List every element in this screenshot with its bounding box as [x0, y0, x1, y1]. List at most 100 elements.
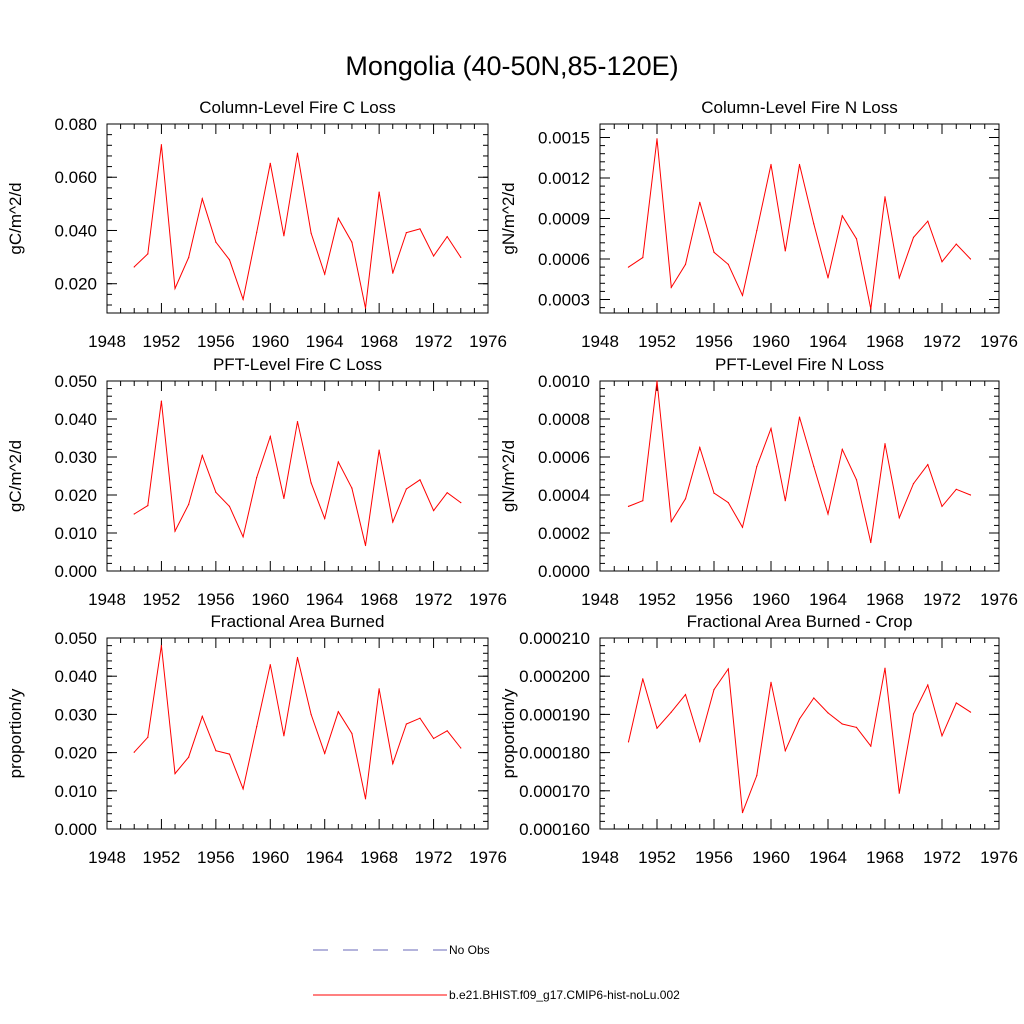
y-tick-label: 0.020 [54, 486, 97, 505]
panel-fractional-area-burned-crop: Fractional Area Burned - Crop proportion/… [499, 612, 1018, 867]
data-point [841, 723, 843, 725]
data-point [392, 521, 394, 523]
data-point [405, 232, 407, 234]
data-point [269, 162, 271, 164]
y-tick-label: 0.000200 [519, 667, 590, 686]
x-tick-label: 1968 [360, 332, 398, 351]
y-tick-label: 0.060 [54, 168, 97, 187]
x-tick-label: 1956 [197, 848, 235, 867]
data-point [670, 521, 672, 523]
x-tick-label: 1960 [752, 590, 790, 609]
data-point [228, 259, 231, 261]
data-point [256, 231, 258, 233]
data-point [912, 236, 915, 238]
y-tick-label: 0.030 [54, 448, 97, 467]
data-point [627, 266, 630, 268]
data-point [242, 536, 244, 538]
data-point [927, 684, 929, 686]
data-point [770, 163, 772, 166]
figure-title: Mongolia (40-50N,85-120E) [345, 51, 678, 81]
data-point [813, 223, 815, 225]
data-point [283, 735, 285, 737]
data-point [912, 713, 915, 715]
x-tick-label: 1972 [923, 848, 961, 867]
data-point [446, 236, 448, 238]
data-point [188, 257, 190, 259]
x-tick-label: 1976 [469, 848, 507, 867]
x-tick-label: 1976 [469, 332, 507, 351]
panel-title: Fractional Area Burned [211, 612, 385, 631]
data-point [969, 494, 972, 496]
x-tick-label: 1952 [638, 590, 676, 609]
data-point [927, 220, 929, 222]
data-point [870, 308, 872, 310]
y-tick-label: 0.000210 [519, 629, 590, 648]
x-tick-label: 1968 [866, 590, 904, 609]
x-tick-label: 1960 [251, 848, 289, 867]
data-point [215, 491, 217, 493]
x-tick-label: 1948 [88, 590, 126, 609]
data-point [912, 483, 915, 485]
data-point [324, 517, 326, 520]
data-point [855, 479, 858, 481]
data-point [642, 678, 644, 680]
y-tick-label: 0.000170 [519, 782, 590, 801]
y-axis-label: proportion/y [499, 688, 518, 778]
y-axis-label: gC/m^2/d [6, 182, 25, 254]
data-point [827, 513, 829, 515]
y-tick-label: 0.040 [54, 667, 97, 686]
data-point [242, 298, 244, 301]
data-point [228, 505, 231, 507]
data-point [855, 726, 858, 728]
data-point [337, 217, 339, 219]
x-tick-label: 1952 [638, 332, 676, 351]
x-tick-label: 1960 [752, 848, 790, 867]
panel-title: Fractional Area Burned - Crop [687, 612, 913, 631]
data-point [870, 745, 872, 747]
panel-pft-level-fire-n-loss: PFT-Level Fire N Loss gN/m^2/d 1948 1952 195… [499, 355, 1018, 609]
data-point [699, 201, 701, 203]
series-line [133, 645, 462, 799]
x-tick-label: 1956 [695, 332, 733, 351]
y-axis-label: gN/m^2/d [499, 440, 518, 512]
x-tick-label: 1968 [360, 590, 398, 609]
data-point [699, 740, 701, 743]
data-point [884, 196, 886, 198]
x-tick-label: 1964 [809, 332, 847, 351]
y-tick-label: 0.0002 [538, 524, 590, 543]
chart-panels: Column-Level Fire C Loss gC/m^2/d 1948 1952… [6, 98, 1018, 867]
data-point [955, 488, 957, 490]
x-tick-label: 1956 [197, 590, 235, 609]
data-point [670, 286, 672, 288]
x-tick-label: 1972 [415, 590, 453, 609]
data-point [215, 241, 217, 243]
data-point [432, 509, 435, 512]
x-tick-label: 1964 [809, 590, 847, 609]
legend-model-label: b.e21.BHIST.f09_g17.CMIP6-hist-noLu.002 [449, 988, 680, 1002]
x-tick-label: 1972 [415, 848, 453, 867]
data-point [147, 253, 149, 255]
data-point [310, 482, 312, 484]
x-tick-label: 1968 [866, 848, 904, 867]
data-point [133, 266, 135, 268]
y-tick-label: 0.000190 [519, 705, 590, 724]
data-point [324, 273, 326, 275]
data-point [941, 505, 943, 507]
data-point [419, 228, 421, 230]
data-point [446, 730, 448, 732]
data-point [201, 715, 203, 717]
y-tick-label: 0.080 [54, 115, 97, 134]
data-point [256, 476, 258, 479]
data-point [898, 792, 900, 794]
legend-obs-label: No Obs [449, 943, 490, 957]
data-point [813, 465, 815, 468]
data-point [741, 294, 744, 297]
data-point [324, 752, 326, 754]
data-point [969, 711, 972, 713]
data-point [201, 454, 203, 457]
x-tick-label: 1972 [923, 332, 961, 351]
data-point [741, 811, 744, 814]
data-point [955, 702, 957, 704]
plot-frame [106, 123, 489, 314]
data-point [699, 446, 701, 449]
